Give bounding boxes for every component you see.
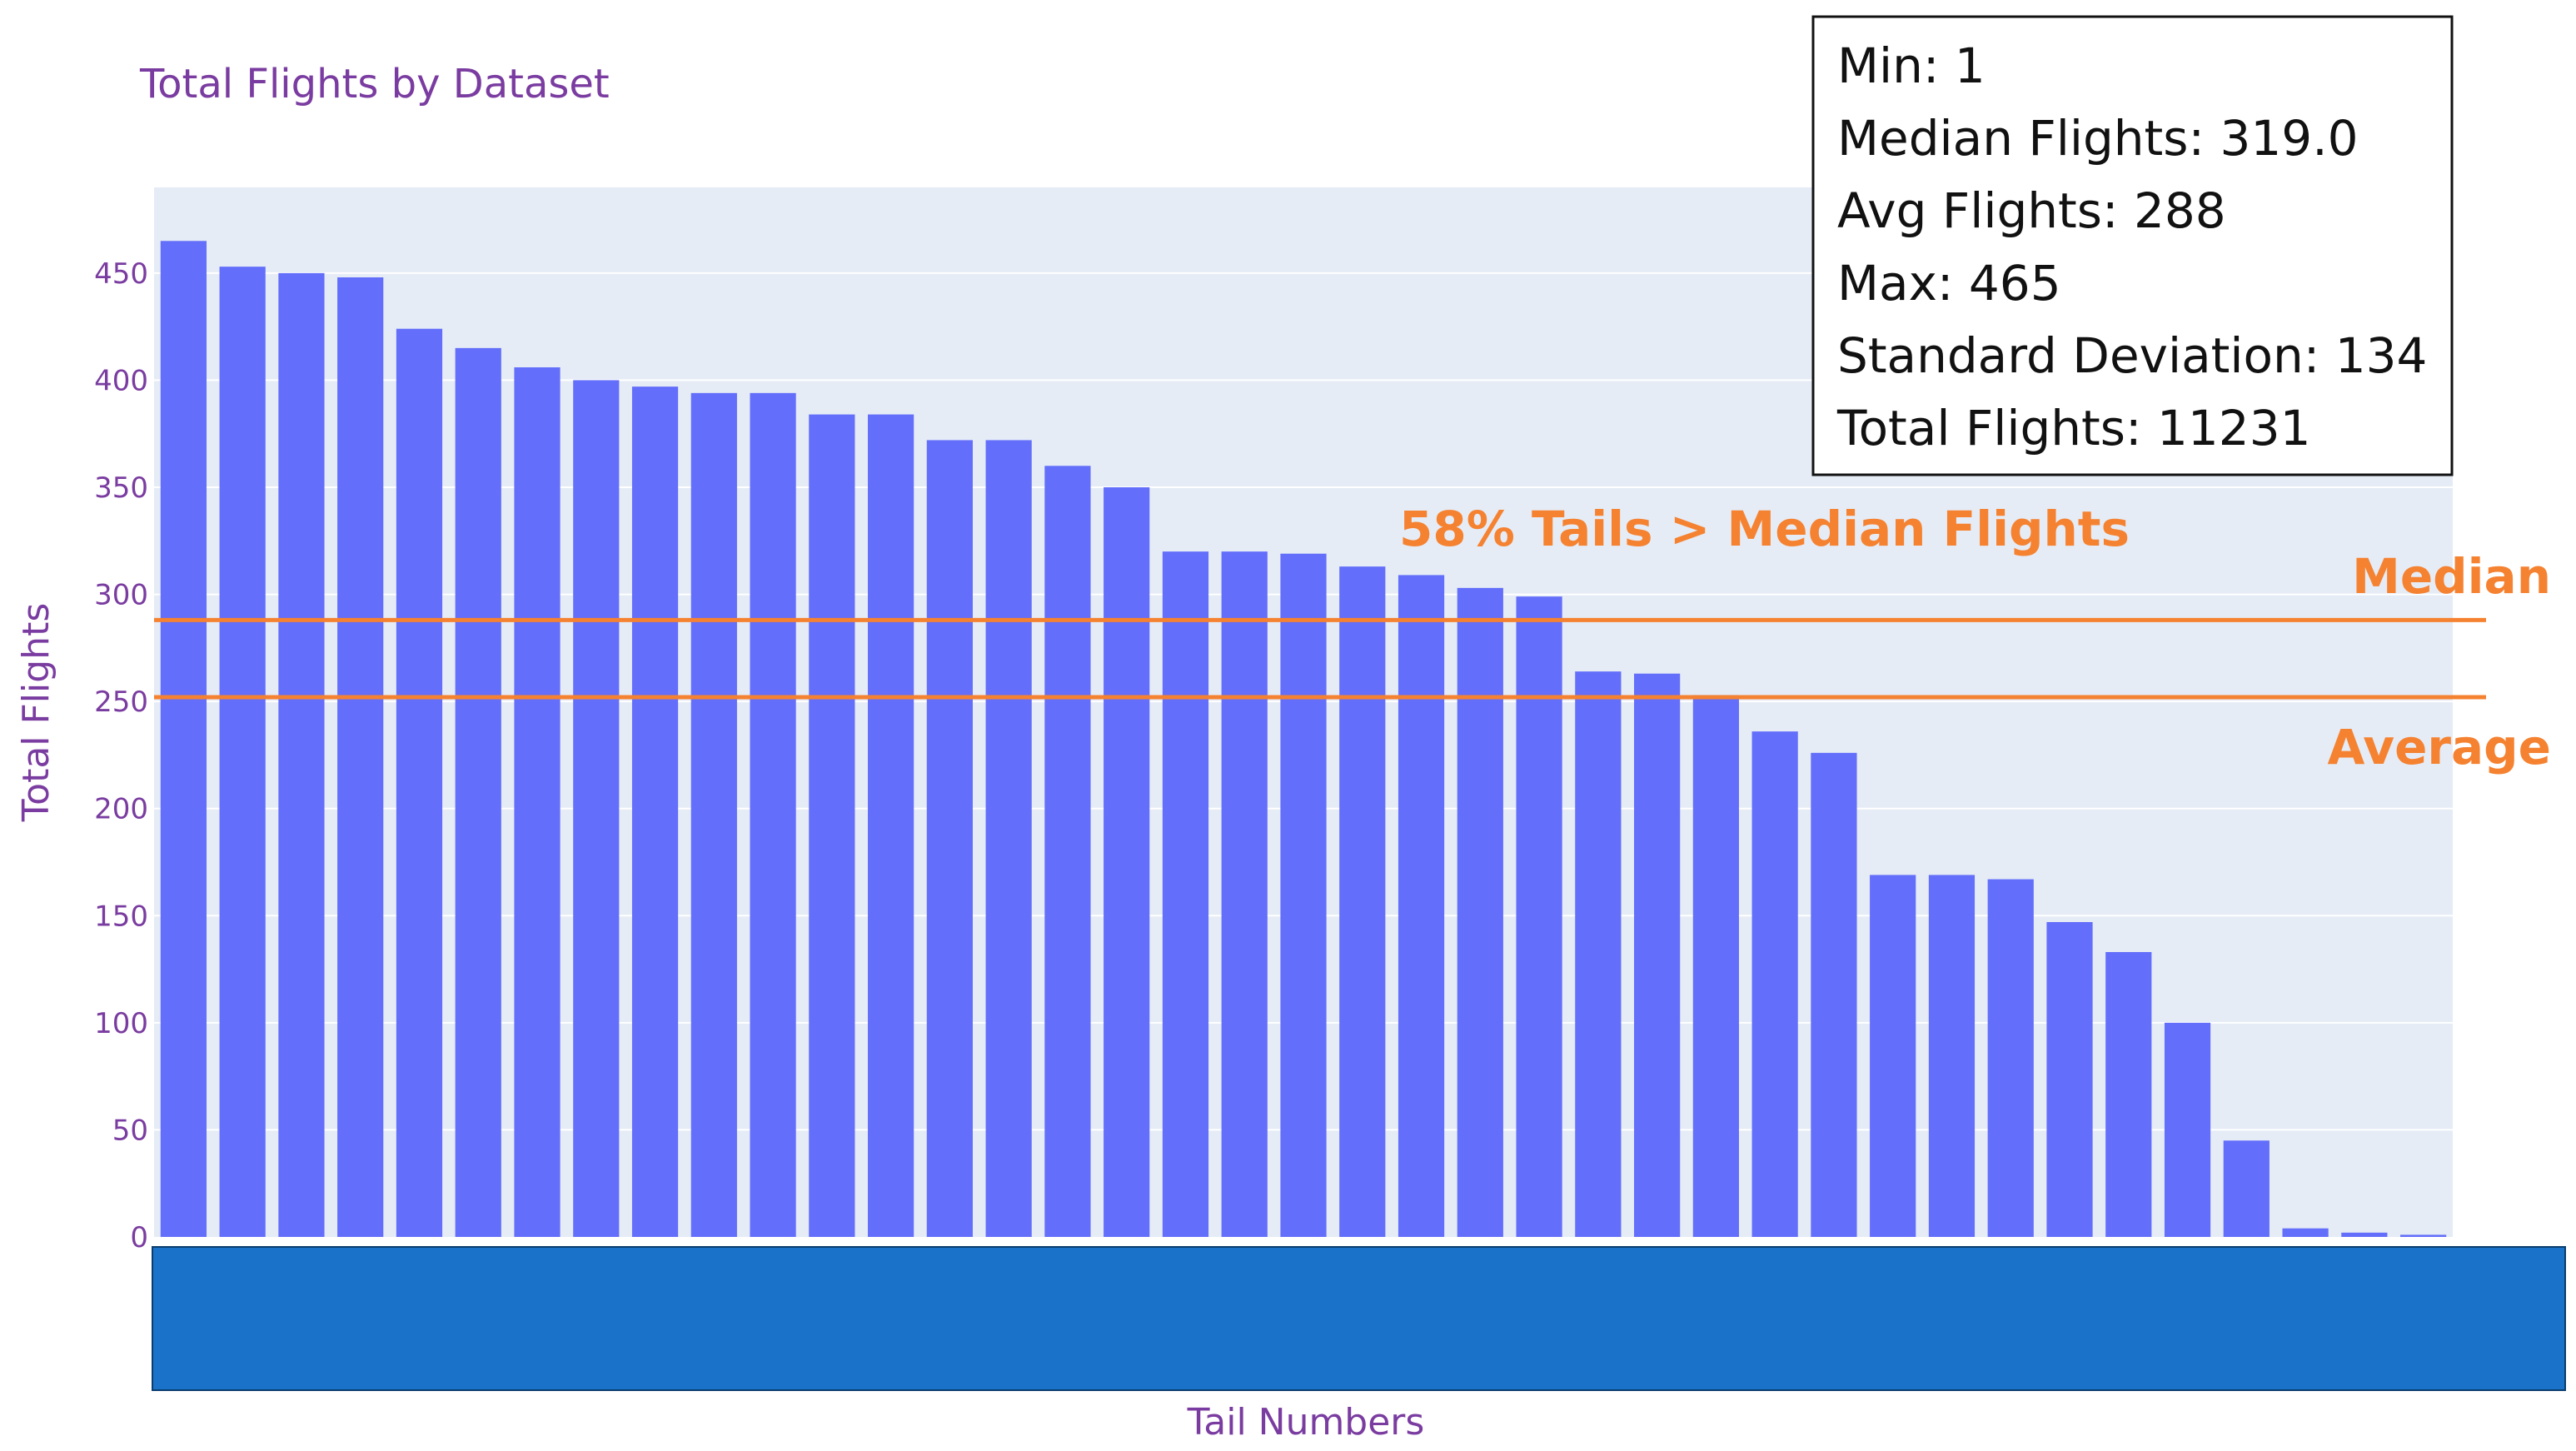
x-label-band	[152, 1246, 2566, 1391]
stats-line-total: Total Flights: 11231	[1836, 400, 2311, 456]
bar	[455, 347, 501, 1237]
bar	[631, 386, 679, 1237]
stats-box: Min: 1 Median Flights: 319.0 Avg Flights…	[1811, 15, 2454, 476]
bar	[1162, 551, 1209, 1237]
bar	[1928, 875, 1976, 1237]
y-tick-label: 350	[94, 471, 148, 505]
bar	[1987, 879, 2034, 1237]
bar	[690, 392, 737, 1237]
bar	[1044, 466, 1091, 1237]
y-tick-label: 150	[94, 900, 148, 933]
x-axis-title: Tail Numbers	[1187, 1401, 1425, 1444]
stats-line-min: Min: 1	[1837, 37, 1986, 94]
bar	[1339, 566, 1386, 1237]
bar	[514, 367, 561, 1237]
bar	[1634, 673, 1681, 1237]
bar	[396, 328, 443, 1238]
chart-title: Total Flights by Dataset	[139, 61, 610, 107]
reference-lines	[154, 617, 2486, 700]
y-tick-label: 450	[94, 257, 148, 291]
y-tick-labels: 0 50 100 150 200 250 300 350 400 450	[94, 257, 148, 1254]
bar	[1751, 731, 1798, 1237]
stats-line-std-dev: Standard Deviation: 134	[1837, 327, 2427, 384]
y-tick-label: 200	[94, 793, 148, 826]
bar	[926, 440, 973, 1237]
bar	[278, 272, 325, 1237]
y-tick-label: 400	[94, 364, 148, 397]
bar	[2282, 1228, 2329, 1237]
bar	[2400, 1234, 2447, 1237]
bar	[2105, 952, 2152, 1237]
above-median-annotation: 58% Tails > Median Flights	[1399, 501, 2130, 557]
bar	[1457, 587, 1503, 1237]
bar	[2341, 1232, 2388, 1237]
bar	[809, 414, 855, 1237]
bar	[219, 267, 266, 1237]
bar	[1280, 553, 1327, 1237]
y-tick-label: 50	[112, 1114, 148, 1147]
bar	[1104, 487, 1150, 1237]
bar	[1870, 875, 1916, 1237]
bars	[160, 241, 2447, 1238]
bar	[868, 414, 914, 1237]
stats-box-border	[1811, 15, 2454, 476]
bar	[160, 241, 207, 1237]
y-axis-title: Total Flights	[15, 603, 57, 823]
bar	[337, 277, 384, 1237]
y-tick-label: 300	[94, 579, 148, 612]
median-label: Median	[2352, 548, 2551, 605]
bar	[1811, 752, 1857, 1237]
stats-line-average: Avg Flights: 288	[1837, 182, 2226, 239]
bar	[1398, 575, 1445, 1237]
bar	[1692, 695, 1739, 1237]
bar	[2223, 1140, 2270, 1237]
average-label: Average	[2327, 719, 2551, 775]
y-tick-label: 0	[130, 1221, 148, 1254]
bar	[750, 392, 796, 1237]
bar	[1516, 596, 1562, 1237]
bar	[2164, 1022, 2211, 1237]
y-tick-label: 250	[94, 686, 148, 719]
bar	[573, 380, 620, 1238]
stats-line-median: Median Flights: 319.0	[1837, 110, 2359, 167]
bar	[1221, 551, 1268, 1237]
bar	[985, 440, 1032, 1237]
bar	[1575, 671, 1622, 1237]
stats-line-max: Max: 465	[1837, 255, 2061, 312]
y-tick-label: 100	[94, 1007, 148, 1040]
bar	[2046, 922, 2093, 1237]
